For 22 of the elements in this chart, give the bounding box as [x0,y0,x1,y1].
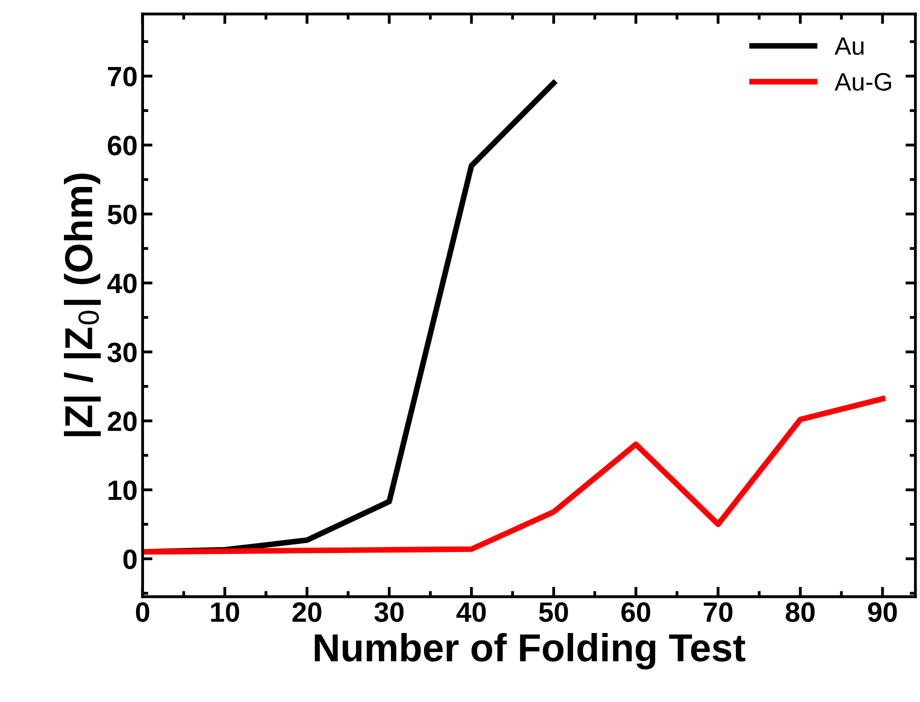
y-tick-label: 40 [107,274,137,294]
x-tick-label: 50 [539,602,568,622]
legend-label: Au [834,37,864,55]
x-tick-label: 0 [136,602,150,622]
x-tick-label: 80 [786,602,815,622]
y-tick-label: 10 [108,480,137,500]
y-tick-label: 70 [108,66,137,86]
legend-label: Au-G [834,73,892,91]
y-tick-label: 50 [108,204,137,224]
x-tick-label: 70 [704,602,732,622]
y-axis-title: |Z| / |Z$_{0}$| (Ohm) [64,174,101,436]
y-tick-label: 60 [108,136,137,156]
x-tick-label: 40 [456,602,486,622]
x-tick-label: 30 [374,602,404,622]
x-axis-title: Number of Folding Test [314,633,746,670]
y-tick-label: 20 [108,412,137,432]
y-tick-label: 0 [123,549,137,570]
x-tick-label: 10 [211,602,240,622]
y-tick-label: 30 [107,342,137,362]
x-tick-label: 20 [292,602,322,622]
x-tick-label: 60 [621,602,650,622]
x-tick-label: 90 [868,602,897,622]
